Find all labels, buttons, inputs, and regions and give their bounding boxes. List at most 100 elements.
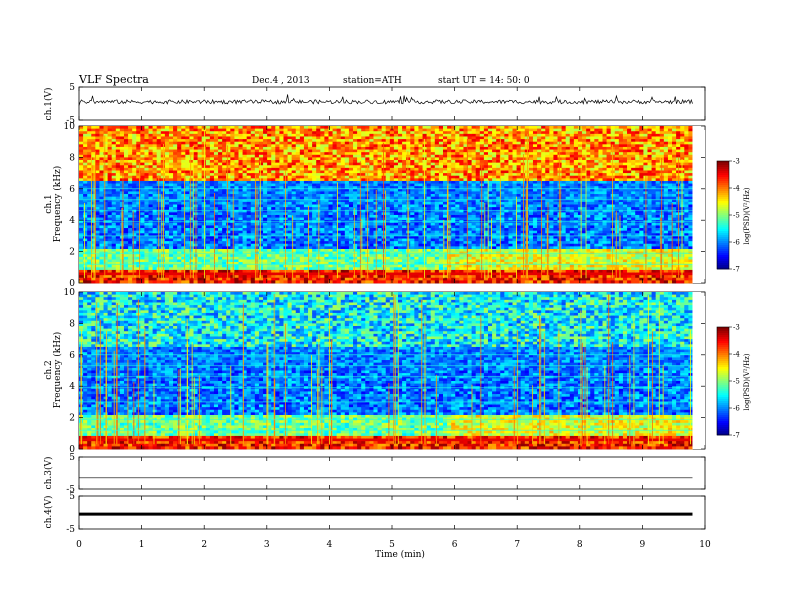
spectrogram-cell: [128, 254, 133, 258]
spectrogram-cell: [361, 212, 366, 216]
spectrogram-cell: [357, 160, 362, 164]
spectrogram-cell: [185, 228, 190, 232]
spectrogram-cell: [185, 173, 190, 177]
spectrogram-cell: [328, 157, 333, 161]
spectrogram-cell: [91, 131, 96, 135]
spectrogram-cell: [181, 157, 186, 161]
spectrogram-cell: [107, 241, 113, 245]
spectrogram-cell: [132, 277, 137, 281]
spectrogram-cell: [389, 217, 395, 221]
spectrogram-cell: [168, 146, 174, 150]
spectrogram-cell: [357, 199, 362, 203]
spectrogram-cell: [128, 160, 133, 164]
spectrogram-cell: [414, 160, 419, 164]
spectrogram-cell: [250, 162, 256, 166]
spectrogram-cell: [336, 256, 342, 260]
spectrogram-cell: [234, 272, 239, 276]
spectrogram-cell: [410, 180, 415, 184]
spectrogram-cell: [410, 183, 415, 187]
spectrogram-cell: [234, 267, 239, 271]
spectrogram-cell: [226, 235, 231, 239]
spectrogram-cell: [168, 167, 174, 171]
spectrogram-cell: [152, 214, 158, 218]
spectrogram-cell: [107, 154, 113, 158]
spectrogram-cell: [156, 154, 162, 158]
spectrogram-cell: [410, 267, 415, 271]
spectrogram-cell: [140, 217, 145, 221]
spectrogram-cell: [238, 256, 243, 260]
spectrogram-cell: [324, 228, 329, 232]
spectrogram-cell: [111, 262, 117, 266]
spectrogram-cell: [410, 141, 415, 145]
spectrogram-cell: [132, 201, 137, 205]
spectrogram-cell: [369, 188, 374, 192]
spectrogram-cell: [393, 275, 399, 279]
spectrogram-cell: [242, 280, 248, 284]
spectrogram-cell: [406, 152, 411, 156]
spectrogram-cell: [87, 201, 92, 205]
spectrogram-cell: [189, 256, 194, 260]
spectrogram-cell: [107, 243, 113, 247]
spectrogram-cell: [95, 230, 100, 234]
spectrogram-cell: [201, 136, 207, 140]
spectrogram-cell: [308, 128, 313, 132]
spectrogram-cell: [373, 170, 378, 174]
spectrogram-cell: [103, 183, 109, 187]
spectrogram-cell: [152, 256, 158, 260]
spectrogram-cell: [168, 259, 174, 263]
spectrogram-cell: [115, 165, 121, 169]
spectrogram-cell: [353, 212, 358, 216]
spectrogram-cell: [250, 165, 256, 169]
spectrogram-cell: [246, 262, 252, 266]
spectrogram-cell: [103, 162, 109, 166]
spectrogram-cell: [213, 167, 219, 171]
spectrogram-cell: [95, 209, 100, 213]
spectrogram-cell: [79, 246, 84, 250]
spectrogram-cell: [336, 167, 342, 171]
spectrogram-cell: [246, 217, 252, 221]
spectrogram-cell: [144, 136, 149, 140]
spectrogram-cell: [291, 228, 297, 232]
spectrogram-cell: [115, 267, 121, 271]
spectrogram-cell: [328, 259, 333, 263]
spectrogram-cell: [263, 267, 268, 271]
spectrogram-cell: [201, 167, 207, 171]
spectrogram-cell: [238, 167, 243, 171]
spectrogram-cell: [173, 269, 178, 273]
spectrogram-cell: [197, 280, 203, 284]
spectrogram-cell: [185, 180, 190, 184]
spectrogram-cell: [263, 183, 268, 187]
spectrogram-cell: [79, 194, 84, 198]
spectrogram-cell: [91, 194, 96, 198]
spectrogram-cell: [250, 146, 256, 150]
spectrogram-cell: [303, 262, 309, 266]
spectrogram-cell: [189, 128, 194, 132]
spectrogram-cell: [132, 233, 137, 237]
spectrogram-cell: [267, 183, 272, 187]
spectrogram-cell: [238, 272, 243, 276]
spectrogram-cell: [291, 275, 297, 279]
spectrogram-cell: [173, 241, 178, 245]
spectrogram-cell: [275, 280, 280, 284]
spectrogram-cell: [201, 154, 207, 158]
spectrogram-cell: [279, 230, 284, 234]
spectrogram-cell: [287, 209, 293, 213]
spectrogram-cell: [291, 199, 297, 203]
spectrogram-cell: [398, 133, 403, 137]
spectrogram-cell: [344, 238, 350, 242]
spectrogram-cell: [312, 154, 317, 158]
spectrogram-cell: [324, 246, 329, 250]
spectrogram-cell: [340, 199, 346, 203]
spectrogram-cell: [185, 225, 190, 229]
spectrogram-cell: [418, 133, 423, 137]
spectrogram-cell: [140, 144, 145, 148]
spectrogram-cell: [291, 259, 297, 263]
spectrogram-cell: [115, 173, 121, 177]
spectrogram-cell: [83, 262, 88, 266]
spectrogram-cell: [295, 175, 301, 179]
spectrogram-cell: [95, 241, 100, 245]
spectrogram-cell: [164, 194, 170, 198]
spectrogram-cell: [197, 212, 203, 216]
spectrogram-cell: [381, 139, 387, 143]
spectrogram-cell: [173, 254, 178, 258]
